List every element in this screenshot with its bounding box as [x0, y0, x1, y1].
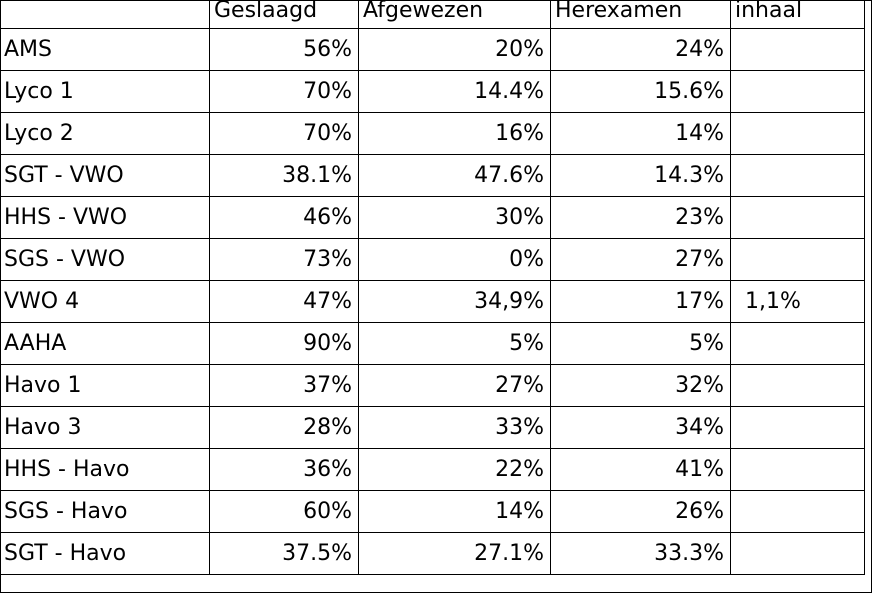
- table-row: Havo 3 28% 33% 34%: [0, 406, 865, 449]
- cell-inhaal[interactable]: [730, 322, 865, 365]
- cell-afgewezen[interactable]: 14%: [358, 490, 551, 533]
- cell-geslaagd[interactable]: 36%: [209, 448, 359, 491]
- cell-inhaal[interactable]: [730, 28, 865, 71]
- cell-geslaagd[interactable]: 37%: [209, 364, 359, 407]
- cell-afgewezen[interactable]: 0%: [358, 238, 551, 281]
- cell-geslaagd[interactable]: 46%: [209, 196, 359, 239]
- header-afgewezen[interactable]: Afgewezen: [358, 0, 551, 29]
- cell-school[interactable]: SGS - Havo: [0, 490, 210, 533]
- cell-afgewezen[interactable]: 34,9%: [358, 280, 551, 323]
- cell-herexamen[interactable]: 5%: [550, 322, 731, 365]
- table-row: VWO 4 47% 34,9% 17% 1,1%: [0, 280, 865, 323]
- cell-afgewezen[interactable]: 5%: [358, 322, 551, 365]
- cell-inhaal[interactable]: [730, 154, 865, 197]
- table-row: SGS - Havo 60% 14% 26%: [0, 490, 865, 533]
- cell-geslaagd[interactable]: 56%: [209, 28, 359, 71]
- cell-afgewezen[interactable]: 27.1%: [358, 532, 551, 575]
- table-row: Lyco 2 70% 16% 14%: [0, 112, 865, 155]
- cell-afgewezen[interactable]: 27%: [358, 364, 551, 407]
- header-inhaal[interactable]: inhaal: [730, 0, 865, 29]
- cell-inhaal[interactable]: [730, 196, 865, 239]
- cell-school[interactable]: Lyco 1: [0, 70, 210, 113]
- cell-herexamen[interactable]: 23%: [550, 196, 731, 239]
- cell-herexamen[interactable]: 15.6%: [550, 70, 731, 113]
- cell-school[interactable]: AAHA: [0, 322, 210, 365]
- cell-inhaal[interactable]: [730, 364, 865, 407]
- cell-herexamen[interactable]: 24%: [550, 28, 731, 71]
- table-body: AMS 56% 20% 24% Lyco 1 70% 14.4% 15.6% Lyco 2 70%…: [0, 28, 865, 575]
- cell-school[interactable]: AMS: [0, 28, 210, 71]
- cell-herexamen[interactable]: 41%: [550, 448, 731, 491]
- cell-inhaal[interactable]: [730, 490, 865, 533]
- cell-geslaagd[interactable]: 28%: [209, 406, 359, 449]
- cell-geslaagd[interactable]: 70%: [209, 70, 359, 113]
- cell-inhaal[interactable]: [730, 112, 865, 155]
- cell-herexamen[interactable]: 33.3%: [550, 532, 731, 575]
- cell-geslaagd[interactable]: 38.1%: [209, 154, 359, 197]
- header-school[interactable]: [0, 0, 210, 29]
- cell-inhaal[interactable]: [730, 448, 865, 491]
- table-row: SGS - VWO 73% 0% 27%: [0, 238, 865, 281]
- cell-school[interactable]: VWO 4: [0, 280, 210, 323]
- cell-inhaal[interactable]: [730, 406, 865, 449]
- table-row: Lyco 1 70% 14.4% 15.6%: [0, 70, 865, 113]
- cell-afgewezen[interactable]: 47.6%: [358, 154, 551, 197]
- cell-inhaal[interactable]: [730, 238, 865, 281]
- cell-geslaagd[interactable]: 37.5%: [209, 532, 359, 575]
- cell-herexamen[interactable]: 14%: [550, 112, 731, 155]
- cell-herexamen[interactable]: 27%: [550, 238, 731, 281]
- cell-afgewezen[interactable]: 33%: [358, 406, 551, 449]
- cell-inhaal[interactable]: [730, 532, 865, 575]
- table-row: HHS - VWO 46% 30% 23%: [0, 196, 865, 239]
- table-row: AAHA 90% 5% 5%: [0, 322, 865, 365]
- cell-school[interactable]: SGT - VWO: [0, 154, 210, 197]
- results-table: Geslaagd Afgewezen Herexamen inhaal AMS 5…: [0, 0, 865, 575]
- cell-school[interactable]: HHS - VWO: [0, 196, 210, 239]
- cell-inhaal[interactable]: 1,1%: [730, 280, 865, 323]
- table-row: Havo 1 37% 27% 32%: [0, 364, 865, 407]
- table-row: SGT - Havo 37.5% 27.1% 33.3%: [0, 532, 865, 575]
- cell-school[interactable]: SGS - VWO: [0, 238, 210, 281]
- cell-geslaagd[interactable]: 47%: [209, 280, 359, 323]
- cell-herexamen[interactable]: 17%: [550, 280, 731, 323]
- cell-school[interactable]: Havo 3: [0, 406, 210, 449]
- cell-geslaagd[interactable]: 73%: [209, 238, 359, 281]
- cell-herexamen[interactable]: 34%: [550, 406, 731, 449]
- cell-herexamen[interactable]: 32%: [550, 364, 731, 407]
- table-header: Geslaagd Afgewezen Herexamen inhaal: [0, 0, 865, 29]
- cell-school[interactable]: SGT - Havo: [0, 532, 210, 575]
- cell-afgewezen[interactable]: 30%: [358, 196, 551, 239]
- cell-afgewezen[interactable]: 20%: [358, 28, 551, 71]
- table-row: AMS 56% 20% 24%: [0, 28, 865, 71]
- header-row: Geslaagd Afgewezen Herexamen inhaal: [0, 0, 865, 29]
- cell-school[interactable]: HHS - Havo: [0, 448, 210, 491]
- cell-afgewezen[interactable]: 16%: [358, 112, 551, 155]
- cell-herexamen[interactable]: 14.3%: [550, 154, 731, 197]
- cell-school[interactable]: Lyco 2: [0, 112, 210, 155]
- cell-inhaal[interactable]: [730, 70, 865, 113]
- table-row: HHS - Havo 36% 22% 41%: [0, 448, 865, 491]
- cell-afgewezen[interactable]: 14.4%: [358, 70, 551, 113]
- table-row: SGT - VWO 38.1% 47.6% 14.3%: [0, 154, 865, 197]
- cell-geslaagd[interactable]: 90%: [209, 322, 359, 365]
- header-geslaagd[interactable]: Geslaagd: [209, 0, 359, 29]
- cell-herexamen[interactable]: 26%: [550, 490, 731, 533]
- header-herexamen[interactable]: Herexamen: [550, 0, 731, 29]
- cell-afgewezen[interactable]: 22%: [358, 448, 551, 491]
- cell-geslaagd[interactable]: 60%: [209, 490, 359, 533]
- cell-school[interactable]: Havo 1: [0, 364, 210, 407]
- cell-geslaagd[interactable]: 70%: [209, 112, 359, 155]
